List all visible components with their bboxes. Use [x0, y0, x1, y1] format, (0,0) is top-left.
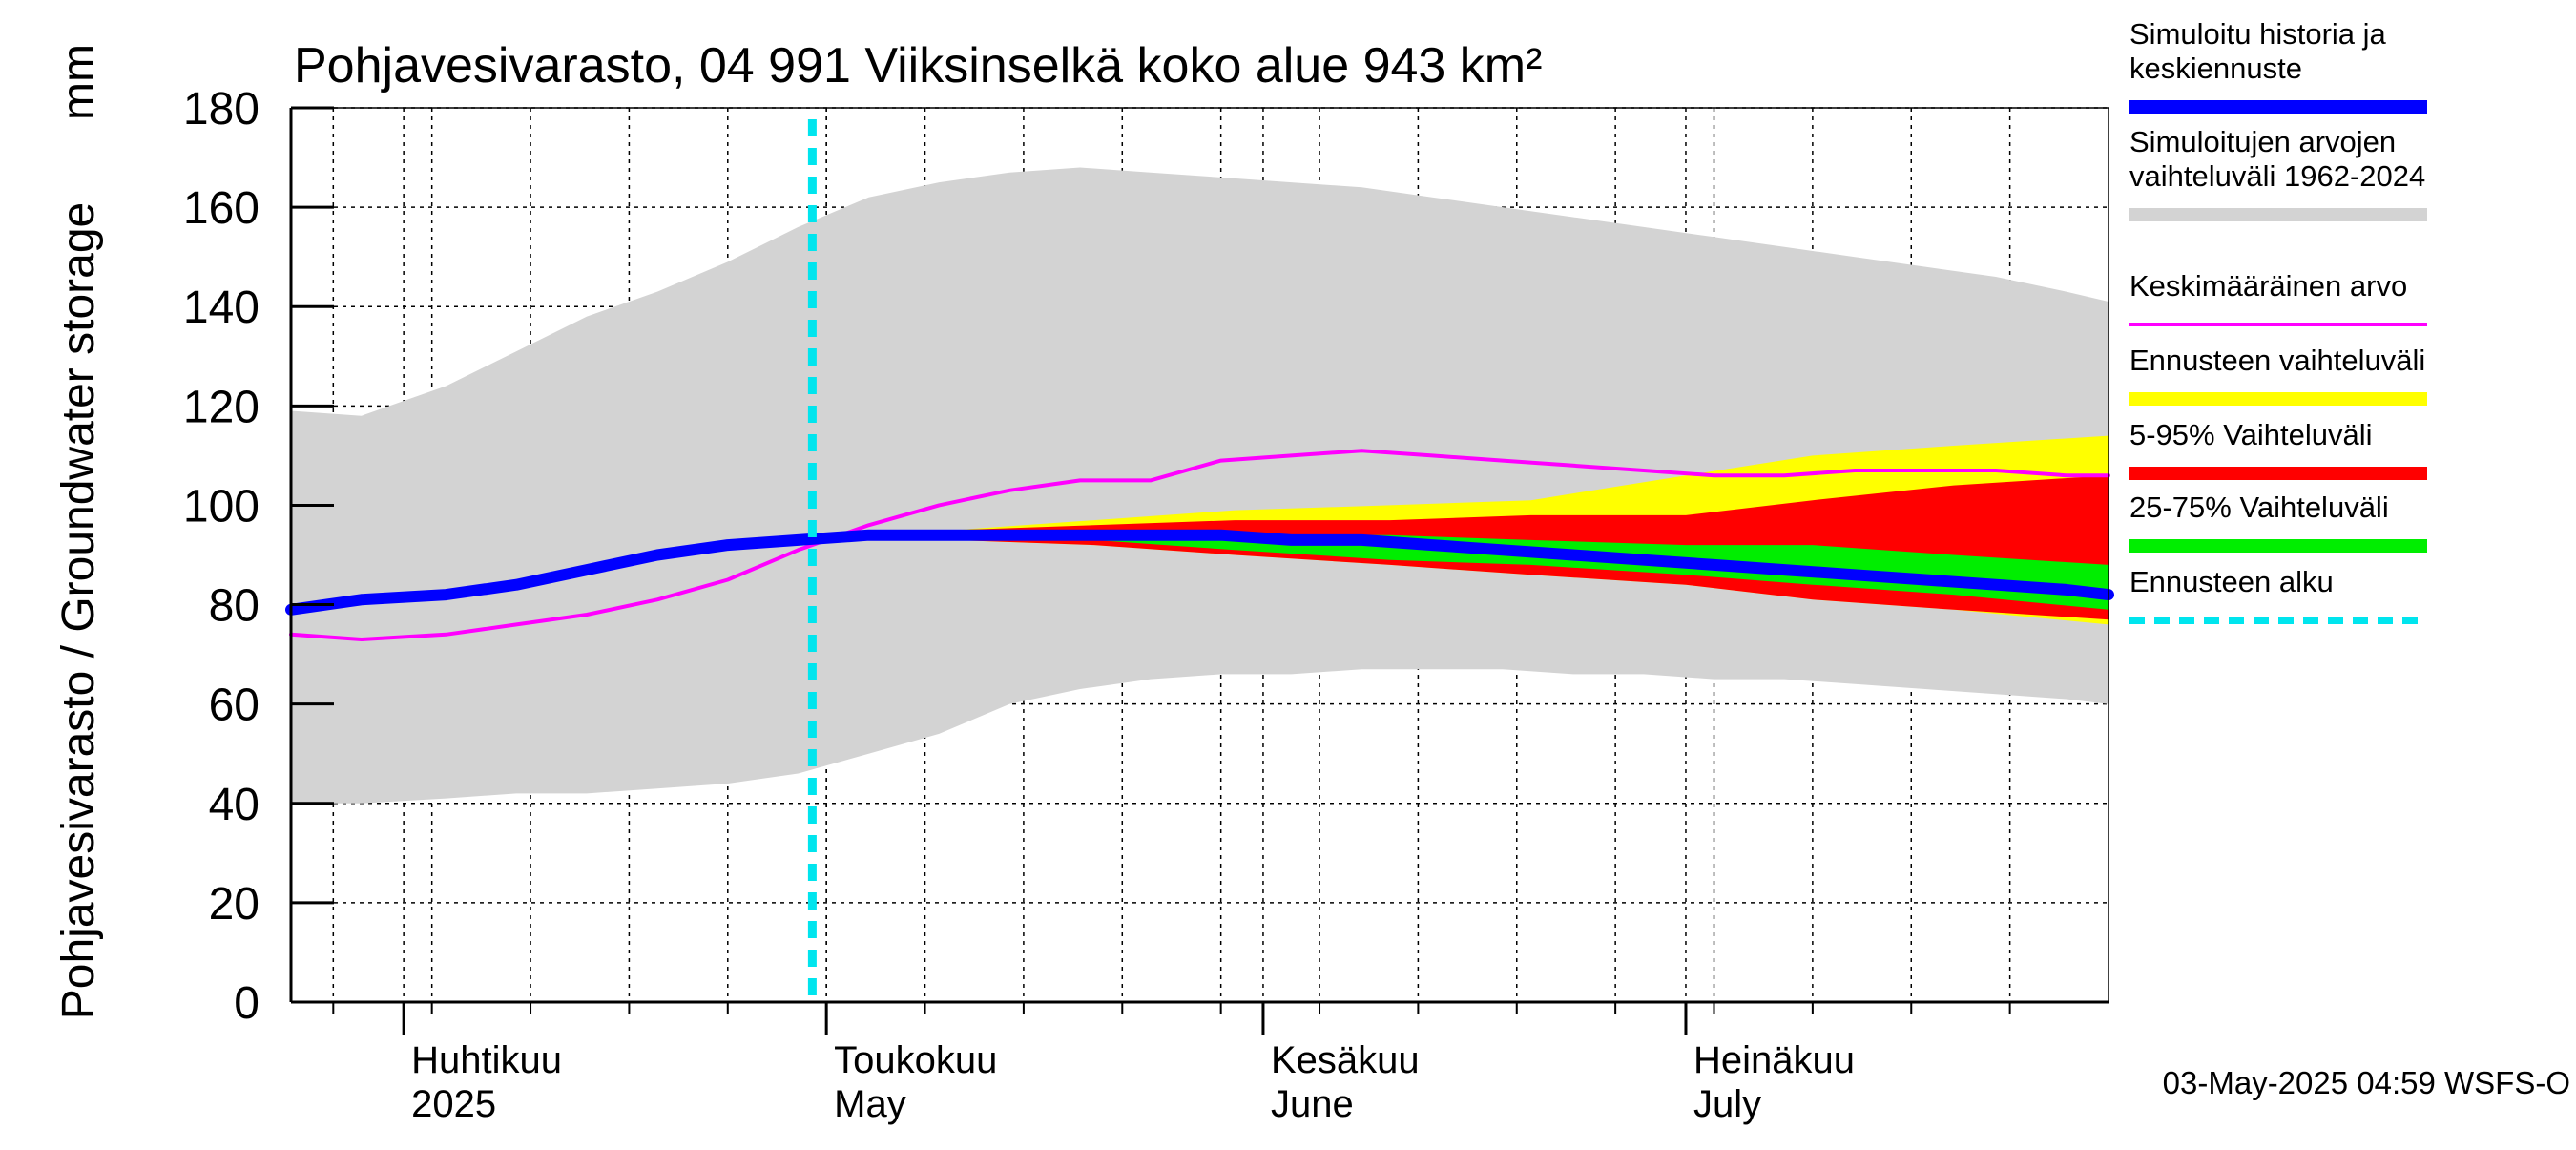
- y-tick-label: 0: [234, 978, 260, 1029]
- legend-label-p5_95: 5-95% Vaihteluväli: [2129, 418, 2372, 451]
- legend-label-simulated: keskiennuste: [2129, 52, 2302, 85]
- month-label-en: 2025: [411, 1083, 496, 1125]
- bands: [291, 167, 2109, 804]
- month-label-fi: Heinäkuu: [1693, 1039, 1855, 1081]
- month-label-en: May: [834, 1083, 906, 1125]
- month-label-fi: Kesäkuu: [1271, 1039, 1420, 1081]
- legend-label-mean: Keskimääräinen arvo: [2129, 269, 2407, 303]
- y-tick-label: 160: [183, 183, 260, 234]
- y-tick-label: 20: [209, 879, 260, 930]
- month-label-fi: Huhtikuu: [411, 1039, 562, 1081]
- legend-label-p25_75: 25-75% Vaihteluväli: [2129, 491, 2389, 524]
- line-simulated: [285, 529, 2114, 616]
- y-axis-unit: mm: [53, 44, 104, 120]
- lines: [285, 119, 2114, 1002]
- legend-label-forecast_range: Ennusteen vaihteluväli: [2129, 344, 2425, 377]
- y-tick-label: 180: [183, 84, 260, 135]
- legend-label-forecast_start_line: Ennusteen alku: [2129, 565, 2334, 598]
- chart-title: Pohjavesivarasto, 04 991 Viiksinselkä ko…: [294, 38, 1542, 94]
- timestamp-footer: 03-May-2025 04:59 WSFS-O: [2163, 1065, 2570, 1100]
- band-p25_75: [812, 534, 2109, 610]
- month-label-fi: Toukokuu: [834, 1039, 997, 1081]
- legend-label-history_range: Simuloitujen arvojen: [2129, 125, 2396, 158]
- legend-label-simulated: Simuloitu historia ja: [2129, 17, 2387, 51]
- y-tick-label: 60: [209, 680, 260, 731]
- month-label-en: July: [1693, 1083, 1761, 1125]
- band-history_range: [291, 167, 2109, 804]
- legend-label-history_range: vaihteluväli 1962-2024: [2129, 159, 2425, 193]
- y-tick-label: 80: [209, 581, 260, 632]
- y-tick-label: 100: [183, 481, 260, 532]
- y-tick-label: 140: [183, 282, 260, 333]
- y-axis-label: Pohjavesivarasto / Groundwater storage: [53, 202, 104, 1019]
- y-tick-label: 120: [183, 382, 260, 432]
- line-mean: [289, 449, 2110, 641]
- y-tick-label: 40: [209, 780, 260, 830]
- month-label-en: June: [1271, 1083, 1354, 1125]
